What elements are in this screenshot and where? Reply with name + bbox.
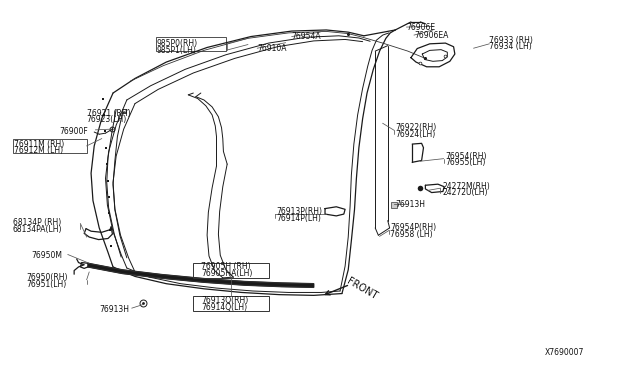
Text: 76924(LH): 76924(LH) xyxy=(396,130,435,139)
Text: 76910A: 76910A xyxy=(257,44,287,54)
Text: 76900F: 76900F xyxy=(60,127,88,136)
Text: 24272U(LH): 24272U(LH) xyxy=(442,188,488,197)
Text: X7690007: X7690007 xyxy=(545,349,584,357)
Text: 985P1(LH): 985P1(LH) xyxy=(157,45,197,55)
Text: 985P0(RH): 985P0(RH) xyxy=(157,39,198,48)
Text: 68134PA(LH): 68134PA(LH) xyxy=(13,225,62,234)
Text: 76954P(RH): 76954P(RH) xyxy=(390,224,436,232)
Text: 76923(LH): 76923(LH) xyxy=(86,115,127,124)
Text: 76954(RH): 76954(RH) xyxy=(445,152,487,161)
Text: 76911M (RH): 76911M (RH) xyxy=(14,140,64,148)
Text: 76905H (RH): 76905H (RH) xyxy=(201,262,250,272)
Text: FRONT: FRONT xyxy=(345,276,379,301)
Text: 76950M: 76950M xyxy=(31,251,63,260)
Text: 76933 (RH): 76933 (RH) xyxy=(490,36,533,45)
Text: 76906EA: 76906EA xyxy=(414,31,449,39)
Text: 76913H: 76913H xyxy=(396,201,425,209)
Text: 76913H: 76913H xyxy=(99,305,129,314)
Text: 76955(LH): 76955(LH) xyxy=(445,158,486,167)
Bar xyxy=(156,36,226,51)
Text: 76913P(RH): 76913P(RH) xyxy=(276,207,322,216)
Text: 76958 (LH): 76958 (LH) xyxy=(390,230,433,239)
Text: 24272M(RH): 24272M(RH) xyxy=(442,182,490,190)
Text: 68134P (RH): 68134P (RH) xyxy=(13,218,61,227)
Bar xyxy=(193,263,269,278)
Text: 76921 (RH): 76921 (RH) xyxy=(86,109,131,118)
Text: 76950(RH): 76950(RH) xyxy=(26,273,68,282)
Text: 76922(RH): 76922(RH) xyxy=(396,123,436,132)
Text: 76906E: 76906E xyxy=(406,23,436,32)
Bar xyxy=(13,139,86,153)
Text: 76912M (LH): 76912M (LH) xyxy=(14,146,63,155)
Text: 76954A: 76954A xyxy=(292,32,321,41)
Polygon shape xyxy=(88,263,314,287)
Text: 76914Q(LH): 76914Q(LH) xyxy=(201,303,247,312)
Bar xyxy=(193,296,269,311)
Text: 76914P(LH): 76914P(LH) xyxy=(276,214,321,222)
Text: 76951(LH): 76951(LH) xyxy=(26,280,67,289)
Text: 76905HA(LH): 76905HA(LH) xyxy=(201,269,252,278)
Text: 76934 (LH): 76934 (LH) xyxy=(490,42,532,51)
Text: 76913Q(RH): 76913Q(RH) xyxy=(201,296,248,305)
